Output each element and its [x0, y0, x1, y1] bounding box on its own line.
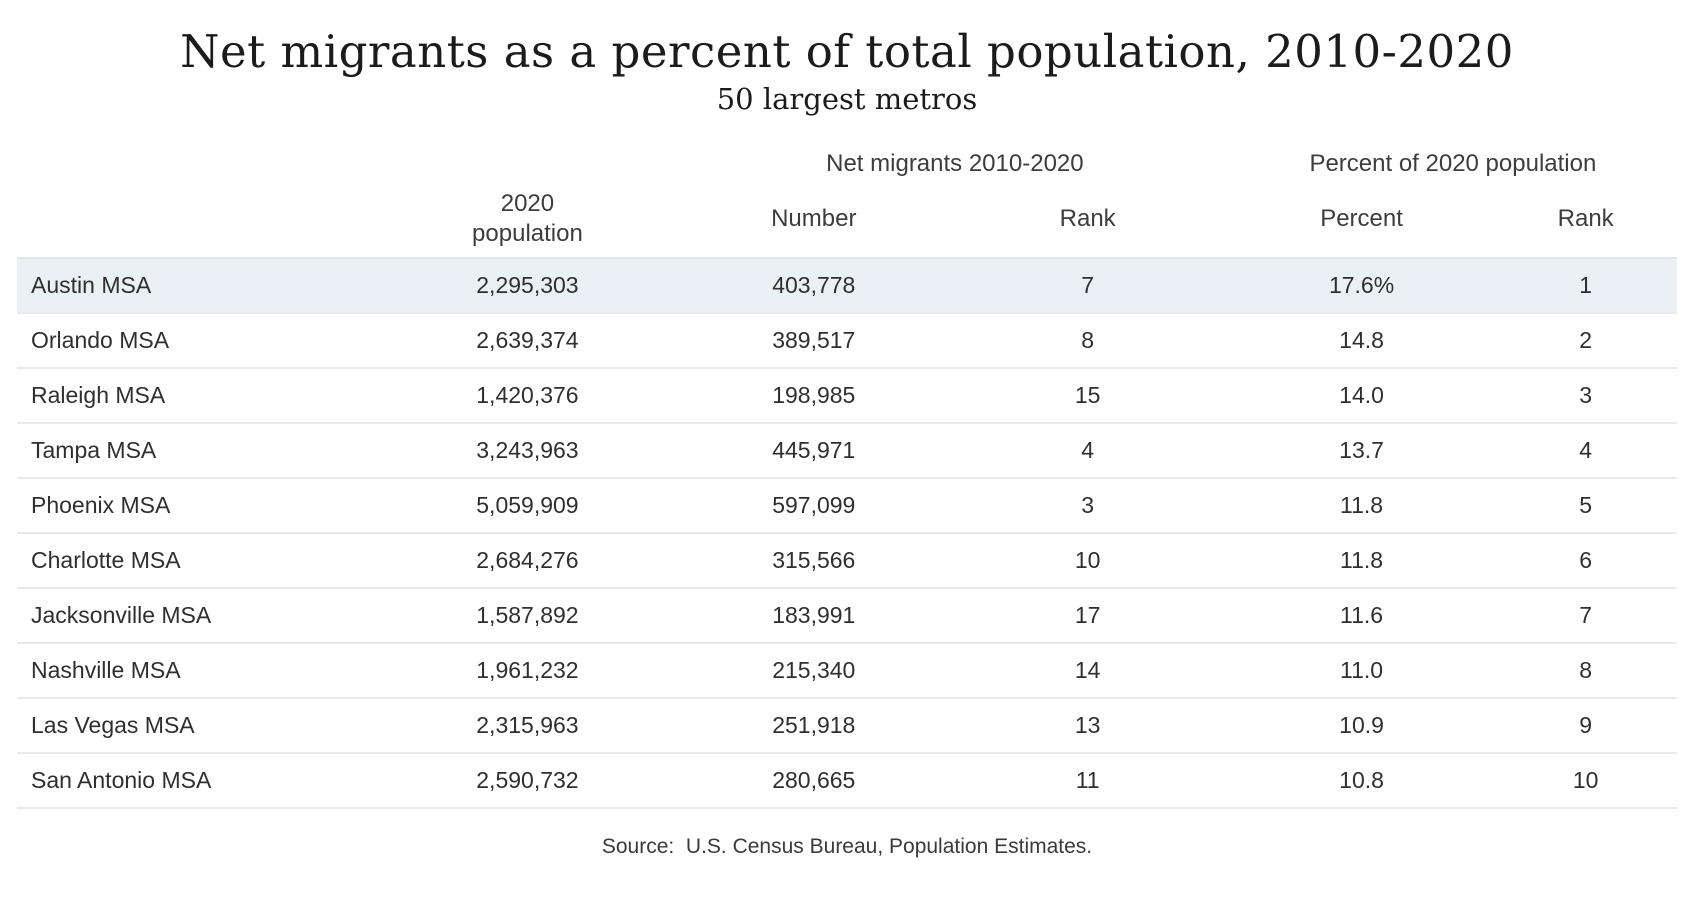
metro-cell: Orlando MSA [31, 326, 170, 353]
metro-cell: San Antonio MSA [31, 766, 212, 793]
col-header-metro [17, 182, 374, 258]
net-migrants-rank-cell: 17 [1074, 601, 1101, 628]
table-row: Jacksonville MSA 1,587,892 183,991 17 11.6 7 [17, 587, 1677, 643]
percent-cell: 14.0 [1339, 381, 1384, 408]
col-header-number: Number [771, 205, 857, 233]
table-row: San Antonio MSA 2,590,732 280,665 11 10.8 10 [17, 752, 1677, 808]
col-header-percent-rank: Rank [1557, 205, 1614, 233]
percent-rank-cell: 5 [1579, 491, 1593, 518]
net-migrants-number-cell: 389,517 [772, 326, 856, 353]
population-cell: 1,961,232 [476, 656, 579, 683]
table-row: Raleigh MSA 1,420,376 198,985 15 14.0 3 [17, 367, 1677, 423]
percent-rank-cell: 8 [1579, 656, 1593, 683]
population-cell: 2,315,963 [476, 711, 579, 738]
col-header-2020-population: 2020 population [472, 190, 583, 248]
table-row: Nashville MSA 1,961,232 215,340 14 11.0 8 [17, 642, 1677, 698]
col-header-percent: Percent [1320, 205, 1403, 233]
net-migrants-rank-cell: 15 [1074, 381, 1101, 408]
net-migrants-rank-cell: 7 [1081, 271, 1095, 298]
percent-rank-cell: 1 [1579, 271, 1593, 298]
net-migrants-number-cell: 198,985 [772, 381, 856, 408]
group-header-row: Net migrants 2010-2020 Percent of 2020 p… [17, 136, 1677, 182]
percent-rank-cell: 6 [1579, 546, 1593, 573]
metro-cell: Charlotte MSA [31, 546, 181, 573]
table-row: Phoenix MSA 5,059,909 597,099 3 11.8 5 [17, 477, 1677, 533]
table-header: Net migrants 2010-2020 Percent of 2020 p… [17, 136, 1677, 258]
group-header-percent-population: Percent of 2020 population [1309, 149, 1597, 177]
percent-rank-cell: 9 [1579, 711, 1593, 738]
population-cell: 2,639,374 [476, 326, 579, 353]
net-migrants-number-cell: 403,778 [772, 271, 856, 298]
percent-rank-cell: 10 [1572, 766, 1599, 793]
table-body: Austin MSA 2,295,303 403,778 7 17.6% 1 Orlando… [17, 257, 1677, 808]
percent-cell: 17.6% [1328, 271, 1395, 298]
percent-rank-cell: 3 [1579, 381, 1593, 408]
net-migrants-rank-cell: 11 [1075, 766, 1100, 793]
percent-cell: 10.8 [1339, 766, 1384, 793]
metro-cell: Jacksonville MSA [31, 601, 212, 628]
table-row: Austin MSA 2,295,303 403,778 7 17.6% 1 [17, 257, 1677, 313]
metro-cell: Raleigh MSA [31, 381, 166, 408]
population-cell: 2,590,732 [476, 766, 579, 793]
table-row: Tampa MSA 3,243,963 445,971 4 13.7 4 [17, 422, 1677, 478]
percent-cell: 11.8 [1340, 491, 1384, 518]
group-header-net-migrants: Net migrants 2010-2020 [826, 149, 1084, 177]
net-migrants-number-cell: 251,918 [772, 711, 856, 738]
group-header-spacer-metro [17, 136, 374, 182]
metro-cell: Austin MSA [31, 271, 152, 298]
net-migrants-number-cell: 215,340 [772, 656, 856, 683]
percent-cell: 11.8 [1340, 546, 1384, 573]
net-migrants-rank-cell: 3 [1081, 491, 1095, 518]
net-migrants-rank-cell: 13 [1074, 711, 1101, 738]
net-migrants-rank-cell: 4 [1081, 436, 1095, 463]
source-note: Source: U.S. Census Bureau, Population E… [601, 834, 1093, 858]
column-header-row: 2020 population Number Rank Percent Rank [17, 182, 1677, 258]
chart-title: Net migrants as a percent of total popul… [180, 25, 1514, 78]
percent-cell: 11.6 [1340, 601, 1384, 628]
metro-cell: Tampa MSA [31, 436, 157, 463]
net-migrants-rank-cell: 8 [1081, 326, 1095, 353]
population-cell: 2,684,276 [476, 546, 579, 573]
net-migrants-number-cell: 280,665 [772, 766, 856, 793]
net-migrants-number-cell: 183,991 [772, 601, 856, 628]
net-migrants-rank-cell: 14 [1074, 656, 1101, 683]
metro-cell: Nashville MSA [31, 656, 181, 683]
percent-rank-cell: 7 [1579, 601, 1593, 628]
metro-cell: Phoenix MSA [31, 491, 171, 518]
population-cell: 5,059,909 [476, 491, 579, 518]
net-migrants-number-cell: 315,566 [772, 546, 856, 573]
net-migrants-number-cell: 445,971 [772, 436, 856, 463]
population-cell: 1,420,376 [476, 381, 579, 408]
col-header-migrants-rank: Rank [1059, 205, 1116, 233]
table-row: Charlotte MSA 2,684,276 315,566 10 11.8 6 [17, 532, 1677, 588]
net-migrants-number-cell: 597,099 [772, 491, 856, 518]
percent-cell: 13.7 [1339, 436, 1384, 463]
chart-subtitle: 50 largest metros [716, 81, 978, 116]
metro-cell: Las Vegas MSA [31, 711, 195, 738]
migration-table: Net migrants 2010-2020 Percent of 2020 p… [17, 136, 1677, 809]
net-migrants-rank-cell: 10 [1074, 546, 1101, 573]
table-row: Las Vegas MSA 2,315,963 251,918 13 10.9 9 [17, 697, 1677, 753]
percent-rank-cell: 4 [1579, 436, 1593, 463]
group-header-spacer-population [374, 136, 681, 182]
population-cell: 2,295,303 [476, 271, 579, 298]
population-cell: 1,587,892 [476, 601, 579, 628]
percent-cell: 14.8 [1339, 326, 1384, 353]
percent-cell: 10.9 [1339, 711, 1384, 738]
percent-cell: 11.0 [1340, 656, 1384, 683]
population-cell: 3,243,963 [476, 436, 579, 463]
table-row: Orlando MSA 2,639,374 389,517 8 14.8 2 [17, 312, 1677, 368]
percent-rank-cell: 2 [1579, 326, 1593, 353]
